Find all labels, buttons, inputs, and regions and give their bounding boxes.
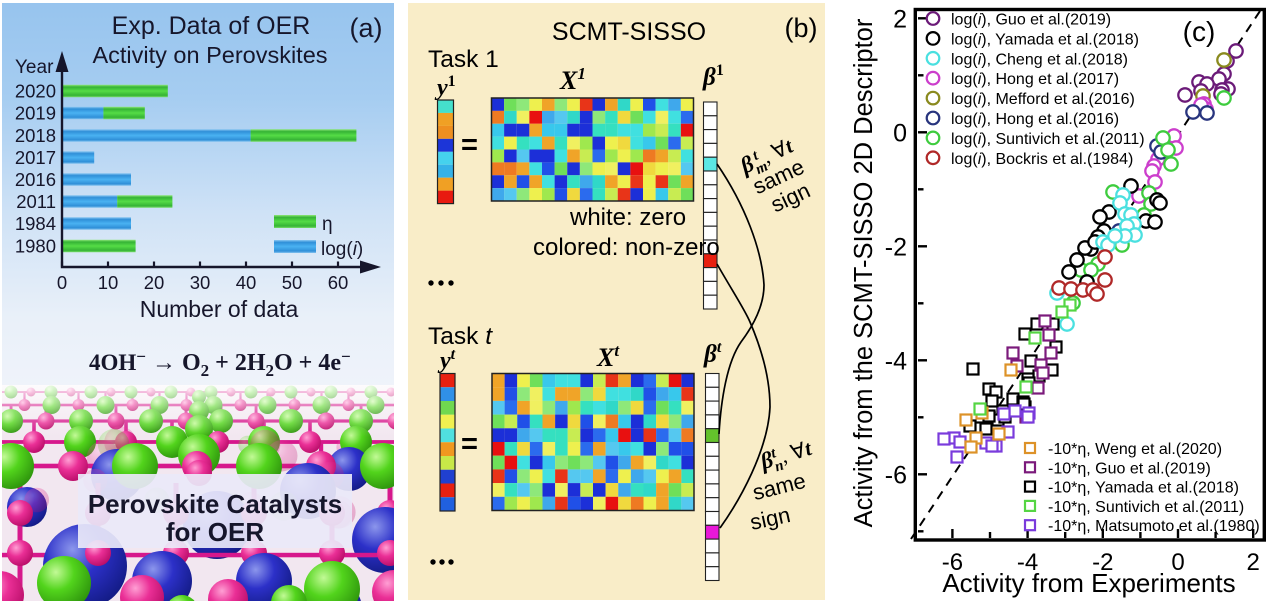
svg-text:for OER: for OER — [166, 517, 264, 547]
svg-text:20: 20 — [144, 272, 165, 293]
svg-text:Activity on Perovskites: Activity on Perovskites — [92, 42, 327, 68]
svg-text:-10*η, Suntivich et al.(2011): -10*η, Suntivich et al.(2011) — [1048, 499, 1244, 516]
svg-text:2020: 2020 — [15, 81, 56, 102]
svg-text:log(i), Bockris et al.(1984): log(i), Bockris et al.(1984) — [951, 151, 1133, 168]
svg-text:2011: 2011 — [16, 191, 56, 212]
svg-text:-6: -6 — [885, 461, 907, 489]
svg-text:SCMT-SISSO: SCMT-SISSO — [552, 18, 706, 46]
svg-text:Year: Year — [15, 57, 54, 78]
svg-text:Task 1: Task 1 — [428, 46, 499, 73]
svg-text:log(i): log(i) — [321, 239, 363, 260]
svg-text:=: = — [461, 428, 478, 460]
svg-text:-6: -6 — [942, 549, 963, 576]
svg-text:1984: 1984 — [15, 213, 56, 234]
svg-text:log(i), Suntivich et al.(2011): log(i), Suntivich et al.(2011) — [951, 131, 1145, 148]
svg-text:0: 0 — [1171, 549, 1184, 576]
svg-text:Exp. Data of OER: Exp. Data of OER — [112, 12, 311, 40]
svg-text:log(i), Yamada et al.(2018): log(i), Yamada et al.(2018) — [951, 31, 1139, 48]
svg-text:-4: -4 — [1017, 549, 1038, 576]
svg-text:30: 30 — [190, 272, 211, 293]
svg-text:-10*η, Matsumoto et al.(1980): -10*η, Matsumoto et al.(1980) — [1048, 518, 1260, 535]
svg-text:Task t: Task t — [428, 323, 493, 350]
svg-text:-4: -4 — [885, 347, 907, 375]
svg-text:log(i), Mefford et al.(2016): log(i), Mefford et al.(2016) — [951, 91, 1135, 108]
svg-text:Activity from Experiments: Activity from Experiments — [942, 568, 1235, 598]
svg-text:2017: 2017 — [15, 147, 56, 168]
svg-text:10: 10 — [98, 272, 119, 293]
svg-text:(a): (a) — [350, 13, 383, 43]
svg-text:-2: -2 — [885, 233, 907, 261]
svg-text:colored: non-zero: colored: non-zero — [533, 234, 720, 261]
svg-text:2: 2 — [1247, 549, 1260, 576]
svg-text:2: 2 — [893, 5, 907, 33]
svg-text:(c): (c) — [1183, 16, 1216, 47]
svg-text:50: 50 — [282, 272, 303, 293]
svg-text:2016: 2016 — [15, 169, 56, 190]
svg-text:40: 40 — [236, 272, 257, 293]
svg-text:2018: 2018 — [15, 125, 56, 146]
svg-text:(b): (b) — [785, 13, 818, 43]
svg-text:log(i), Hong et al.(2016): log(i), Hong et al.(2016) — [951, 111, 1119, 128]
svg-text:log(i), Cheng et al.(2018): log(i), Cheng et al.(2018) — [951, 51, 1128, 68]
svg-text:Activity from the SCMT-SISSO 2: Activity from the SCMT-SISSO 2D Descript… — [850, 18, 878, 527]
svg-text:60: 60 — [328, 272, 349, 293]
svg-text:Number of data: Number of data — [140, 296, 299, 322]
svg-text:4OH− → O2 + 2H2O + 4e−: 4OH− → O2 + 2H2O + 4e− — [89, 347, 351, 380]
svg-text:white: zero: white: zero — [569, 204, 686, 231]
svg-text:0: 0 — [893, 119, 907, 147]
svg-text:log(i), Hong et al.(2017): log(i), Hong et al.(2017) — [951, 71, 1119, 88]
svg-text:-10*η, Guo et al.(2019): -10*η, Guo et al.(2019) — [1048, 460, 1211, 477]
svg-text:η: η — [322, 214, 333, 235]
svg-text:=: = — [461, 129, 478, 161]
svg-text:-10*η, Weng et al.(2020): -10*η, Weng et al.(2020) — [1048, 441, 1222, 458]
svg-text:0: 0 — [57, 272, 67, 293]
svg-text:Perovskite Catalysts: Perovskite Catalysts — [88, 489, 342, 519]
svg-text:-2: -2 — [1092, 549, 1113, 576]
svg-text:1980: 1980 — [15, 236, 56, 257]
svg-text:2019: 2019 — [15, 103, 56, 124]
svg-text:-10*η, Yamada et al.(2018): -10*η, Yamada et al.(2018) — [1048, 480, 1239, 497]
svg-text:log(i), Guo et al.(2019): log(i), Guo et al.(2019) — [951, 12, 1111, 29]
